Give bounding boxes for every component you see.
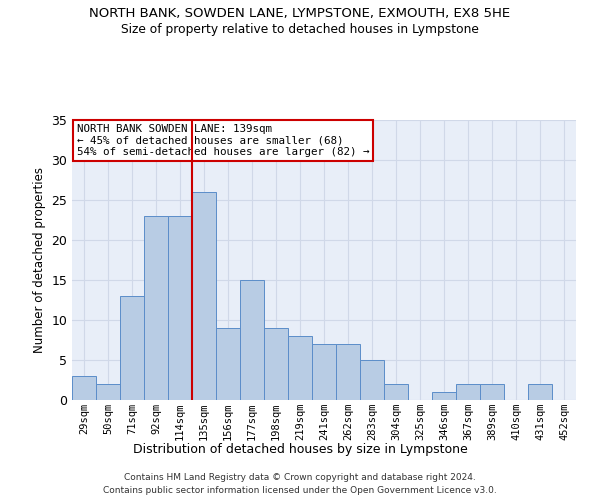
Bar bbox=[456, 384, 480, 400]
Text: NORTH BANK SOWDEN LANE: 139sqm
← 45% of detached houses are smaller (68)
54% of : NORTH BANK SOWDEN LANE: 139sqm ← 45% of … bbox=[77, 124, 370, 158]
Text: Distribution of detached houses by size in Lympstone: Distribution of detached houses by size … bbox=[133, 442, 467, 456]
Bar bbox=[72, 376, 96, 400]
Bar bbox=[240, 280, 264, 400]
Bar bbox=[168, 216, 192, 400]
Bar bbox=[120, 296, 144, 400]
Text: Contains HM Land Registry data © Crown copyright and database right 2024.: Contains HM Land Registry data © Crown c… bbox=[124, 472, 476, 482]
Bar bbox=[480, 384, 504, 400]
Bar bbox=[192, 192, 216, 400]
Bar bbox=[312, 344, 336, 400]
Bar bbox=[216, 328, 240, 400]
Bar bbox=[96, 384, 120, 400]
Bar bbox=[360, 360, 384, 400]
Text: Contains public sector information licensed under the Open Government Licence v3: Contains public sector information licen… bbox=[103, 486, 497, 495]
Bar bbox=[288, 336, 312, 400]
Text: NORTH BANK, SOWDEN LANE, LYMPSTONE, EXMOUTH, EX8 5HE: NORTH BANK, SOWDEN LANE, LYMPSTONE, EXMO… bbox=[89, 8, 511, 20]
Bar bbox=[528, 384, 552, 400]
Bar bbox=[144, 216, 168, 400]
Bar bbox=[432, 392, 456, 400]
Bar bbox=[336, 344, 360, 400]
Bar bbox=[264, 328, 288, 400]
Bar bbox=[384, 384, 408, 400]
Text: Size of property relative to detached houses in Lympstone: Size of property relative to detached ho… bbox=[121, 22, 479, 36]
Y-axis label: Number of detached properties: Number of detached properties bbox=[33, 167, 46, 353]
